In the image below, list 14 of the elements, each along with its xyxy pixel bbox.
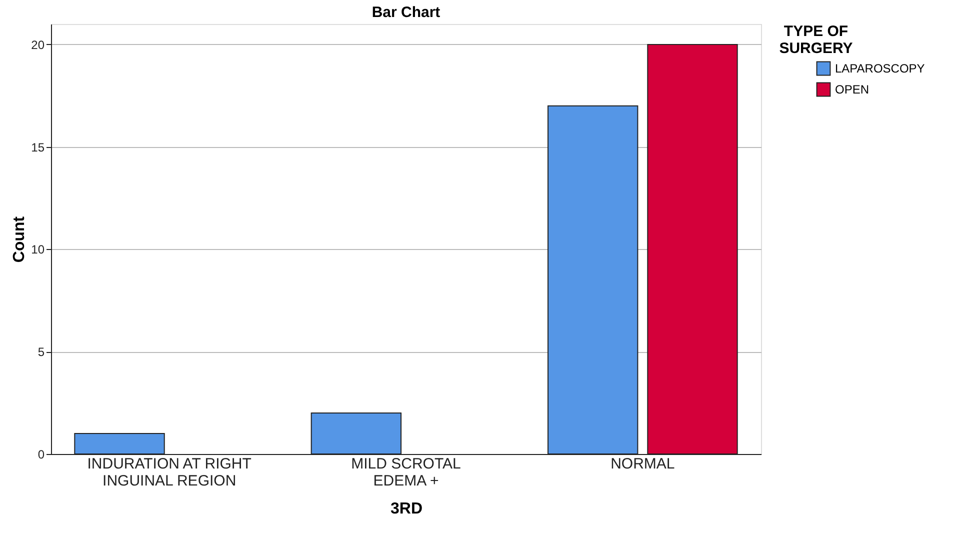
y-tick-label: 20 [31, 38, 45, 52]
x-tick-label: MILD SCROTAL EDEMA + [351, 456, 461, 490]
y-tick-label: 0 [38, 448, 45, 462]
x-axis-title: 3RD [390, 500, 423, 518]
x-tick-label: INDURATION AT RIGHT INGUINAL REGION [87, 456, 252, 490]
y-axis-title: Count [11, 216, 28, 263]
legend-label: LAPAROSCOPY [835, 62, 925, 76]
y-tick-label: 10 [31, 242, 45, 257]
legend-title: TYPE OF SURGERY [779, 23, 853, 57]
chart-title: Bar Chart [372, 4, 440, 21]
x-tick-label: NORMAL [610, 456, 675, 472]
y-tick-label: 15 [31, 140, 45, 154]
y-tick-label: 5 [38, 345, 45, 360]
legend-label: OPEN [835, 82, 870, 96]
